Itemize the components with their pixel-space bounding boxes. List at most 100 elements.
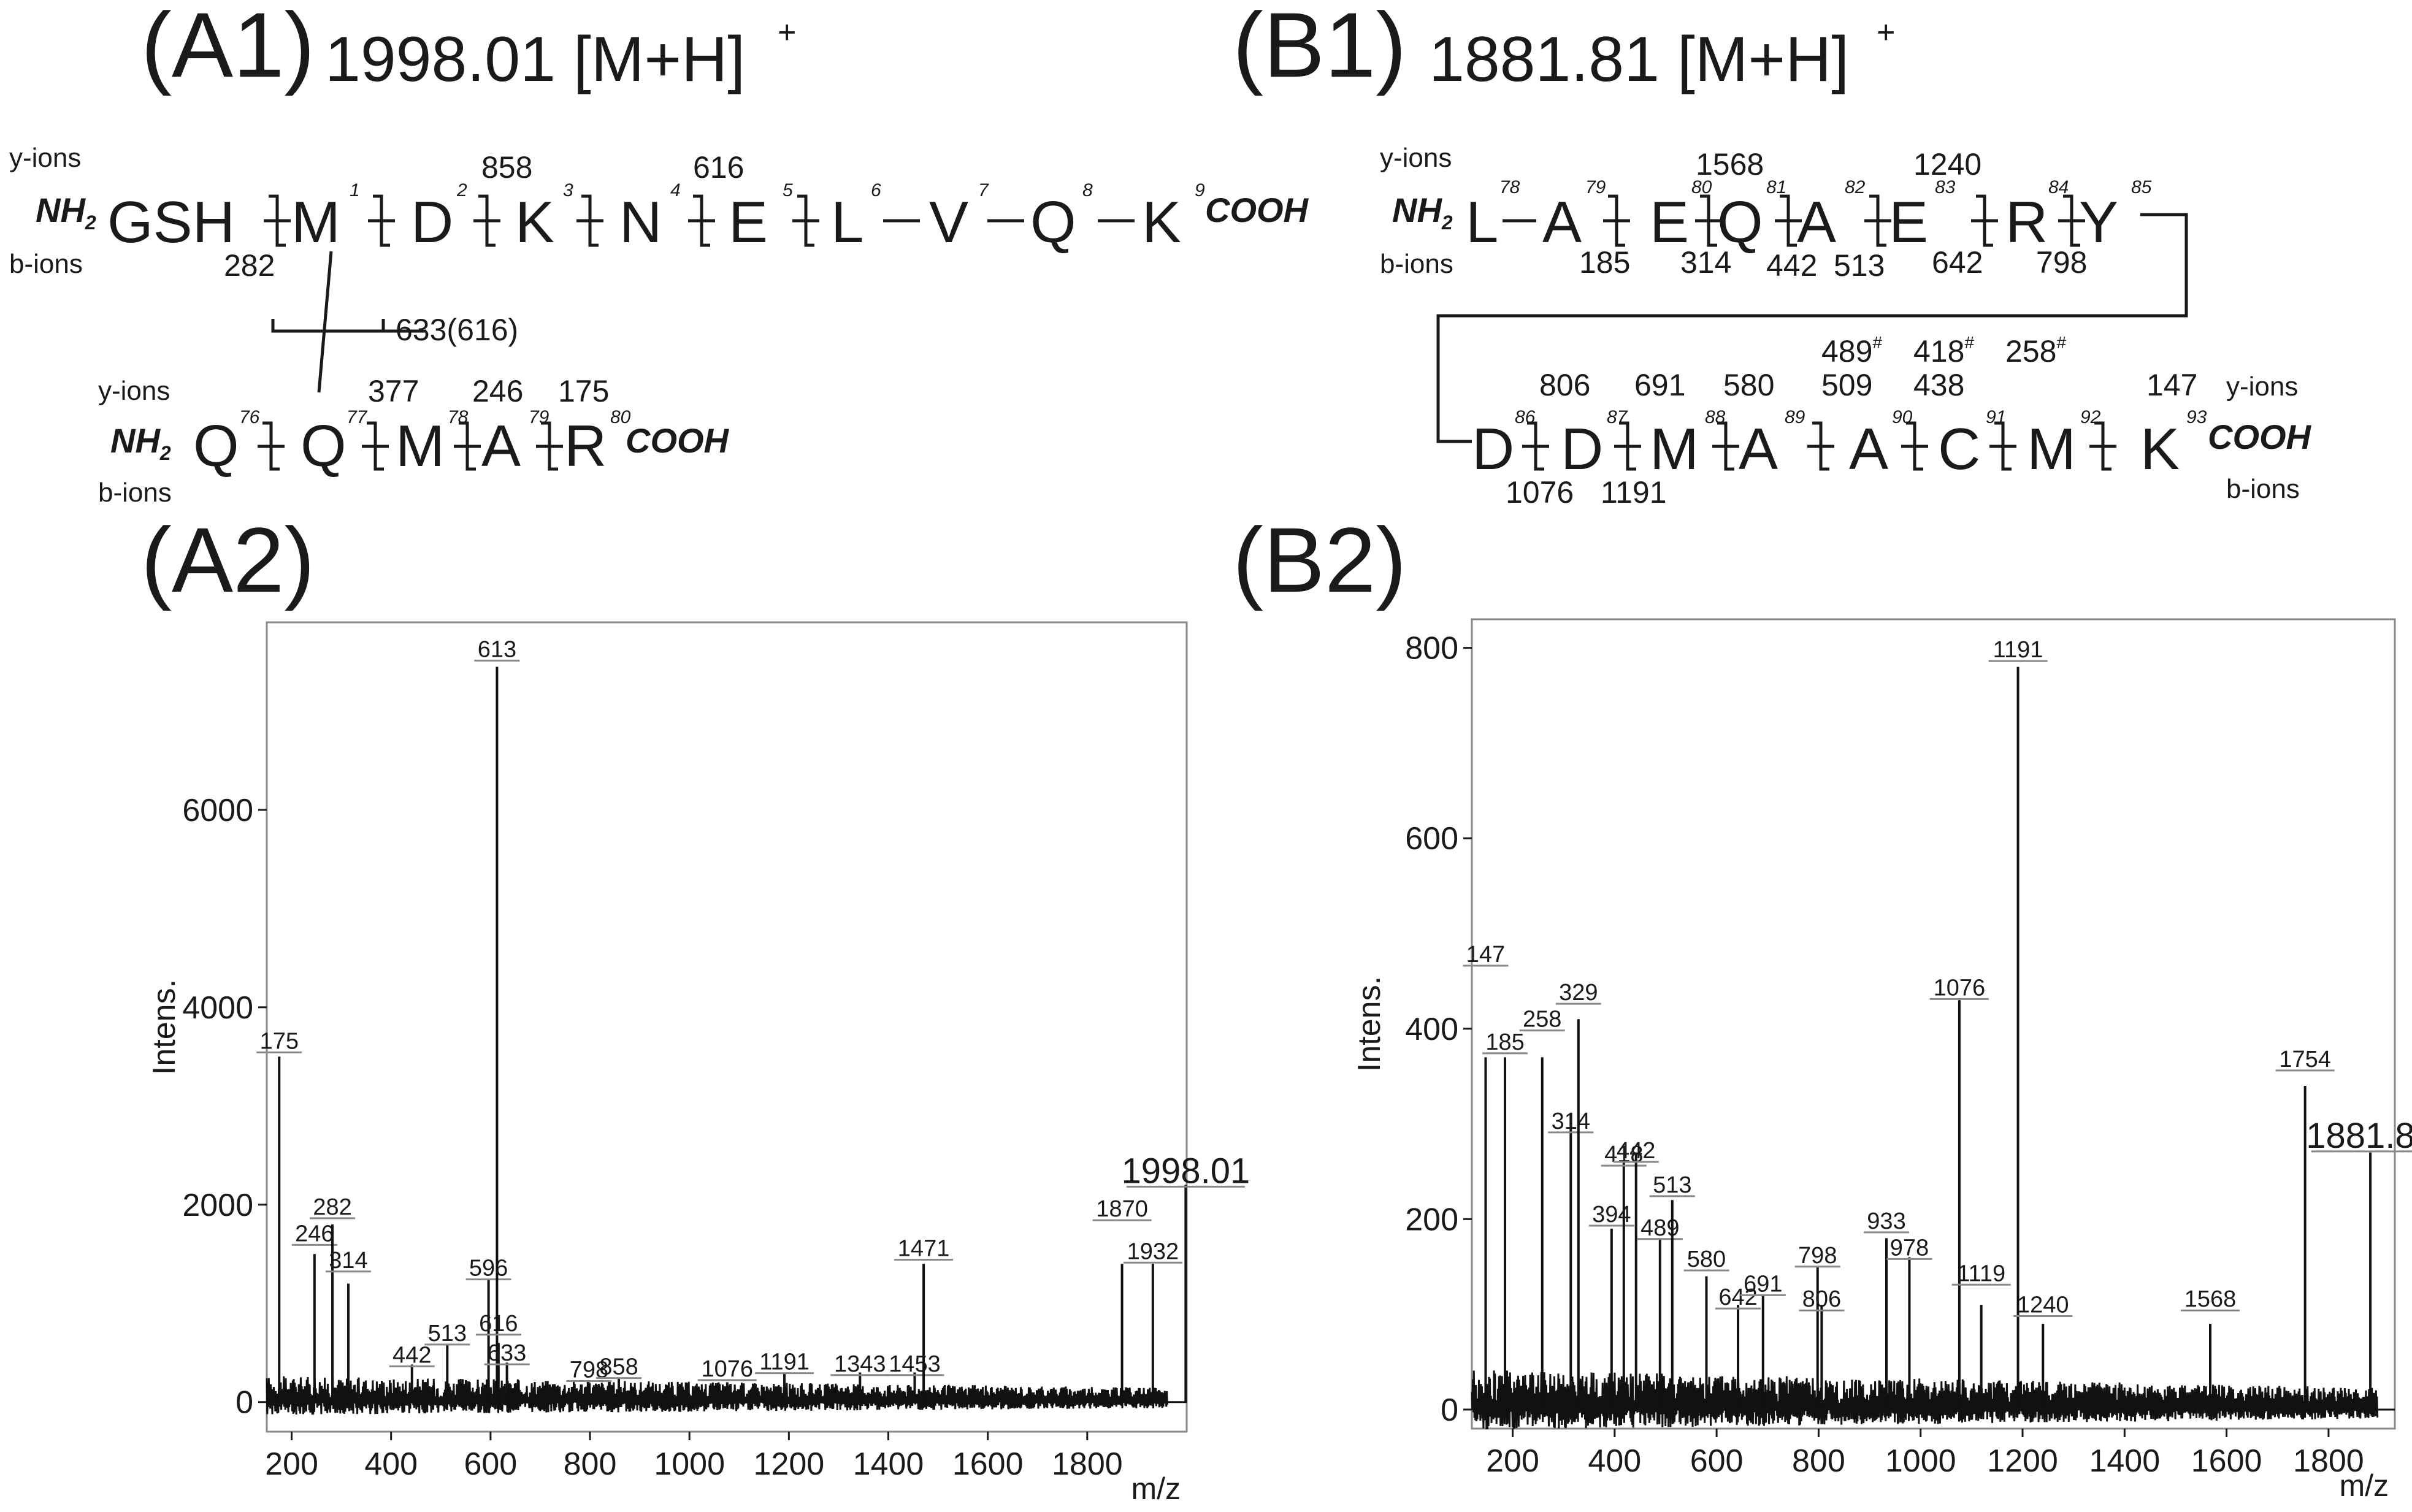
b-bottom-hash-ion-258: 258# [2005,333,2066,368]
x-tick-label: 400 [1588,1443,1641,1479]
peak-label: 1119 [1957,1261,2005,1286]
x-tick-label: 200 [265,1446,318,1482]
peak-label: 314 [1552,1109,1590,1134]
spectrum-b2: 200 400 600 800 1000 1200 1400 1600 1800 0 200 400 6… [1352,618,2412,1503]
b-bottom-fragment-brackets [1522,421,2116,471]
residue: E [1889,189,1928,255]
spectrum-a2: 200 400 600 800 1000 1200 1400 1600 1800 0 2000 400… [147,621,1250,1506]
residue: A [1542,189,1582,255]
residue-number: 80 [1691,177,1712,197]
residue: Y [2079,189,2118,255]
b-top-b-ions-label: b-ions [1380,249,1453,279]
residue: Q [1717,189,1763,255]
a-bottom-y-ion-246: 246 [472,374,523,408]
a-top-nh2: NH2 [36,191,96,234]
a-top-y-ion-616: 616 [693,150,744,185]
b-bottom-y-ion-580: 580 [1723,368,1774,402]
b-top-b-ion-513: 513 [1834,248,1885,283]
b-top-y-ion-1240: 1240 [1913,147,1981,181]
peak-label: 858 [599,1354,638,1380]
x-axis-label: m/z [2339,1468,2389,1503]
plot-frame [266,621,1188,1433]
y-tick-label: 200 [1405,1202,1458,1237]
x-tick-label: 600 [464,1446,517,1482]
peak-label: 489 [1641,1215,1679,1241]
b-bottom-y-ion-691: 691 [1634,368,1685,402]
peak-label: 1343 [834,1351,886,1377]
residue: D [411,189,453,255]
peak-label: 1568 [2184,1286,2237,1312]
y-tick-label: 0 [1441,1392,1458,1428]
residue-number: 80 [610,407,631,427]
residue: A [1739,416,1778,482]
b-top-nh2: NH2 [1392,191,1453,234]
residue: K [1142,189,1181,255]
x-tick-label: 1800 [1052,1446,1123,1482]
residue: A [481,413,521,479]
x-tick-label: 800 [1792,1443,1845,1479]
y-tick-label: 600 [1405,821,1458,857]
residue-number: 8 [1082,180,1093,200]
residue-number: 81 [1766,177,1786,197]
peak-label: 1754 [2279,1047,2331,1072]
y-tick-label: 400 [1405,1012,1458,1047]
b-bottom-y-ions-label: y-ions [2226,372,2298,402]
residue-number: 3 [563,180,573,200]
residue: D [1561,416,1603,482]
peak-label: 329 [1559,980,1598,1006]
residue-number: 7 [978,180,989,200]
a-top-b-ion-282: 282 [224,248,275,283]
peak-label: 1076 [702,1356,754,1382]
peak-label: 978 [1890,1235,1929,1261]
peak-label: 798 [1798,1243,1837,1269]
panel-label-b1: (B1) [1233,0,1406,96]
peak-label: 282 [313,1194,351,1220]
peak-label: 616 [479,1311,518,1337]
residue: L [1466,189,1498,255]
peak-label: 394 [1592,1202,1631,1228]
peak-label: 442 [392,1342,431,1368]
x-tick-label: 1400 [853,1446,924,1482]
x-tick-label: 1600 [2191,1443,2262,1479]
b-top-b-ion-798: 798 [2036,245,2087,280]
a-bottom-y-ion-377: 377 [368,374,419,408]
peak-label: 613 [478,636,516,662]
peak-label: 513 [1653,1172,1691,1198]
residue: R [2005,189,2048,255]
residue-number: 2 [456,180,467,200]
b-top-b-ion-185: 185 [1579,245,1630,280]
residue: K [515,189,554,255]
peak-label: 806 [1802,1286,1841,1312]
plot-frame [1471,618,2396,1430]
x-tick-label: 400 [364,1446,418,1482]
peak-label: 1191 [759,1350,810,1375]
b-bottom-b-ion-1191: 1191 [1601,475,1667,510]
residue: M [2027,416,2076,482]
peak-label: 1076 [1934,975,1986,1001]
peak-label: 246 [295,1221,334,1247]
a-bottom-nh2: NH2 [110,421,171,464]
peak-label: 1453 [889,1351,941,1377]
a-top-y-ion-858: 858 [481,150,532,185]
b-top-y-ion-1568: 1568 [1696,147,1764,181]
residue-number: 1 [350,180,360,200]
residue: C [1938,416,1980,482]
a-bottom-y-ions-label: y-ions [98,376,170,406]
x-axis-label: m/z [1131,1472,1181,1506]
a-top-cooh: COOH [1205,191,1309,229]
residue-number: 82 [1845,177,1866,197]
sequence-a-top: GSH M 1 D 2 K 3 N 4 E 5 L 6 V 7 Q 8 K 9 … [107,150,1205,283]
residue: Q [301,413,346,479]
peak-label: 1932 [1127,1239,1179,1264]
peak-label: 185 [1485,1029,1524,1055]
x-tick-label: 600 [1690,1443,1744,1479]
b-top-b-ion-642: 642 [1932,245,1983,280]
residue-number: 83 [1935,177,1956,197]
x-tick-label: 800 [564,1446,617,1482]
peak-label: 147 [1466,942,1505,968]
peak-label: 1240 [2017,1292,2069,1318]
peak-label: 314 [329,1248,367,1273]
peak-label: 1471 [898,1235,950,1261]
b-bottom-b-ion-1076: 1076 [1506,475,1574,510]
peak-label: 933 [1867,1208,1905,1234]
